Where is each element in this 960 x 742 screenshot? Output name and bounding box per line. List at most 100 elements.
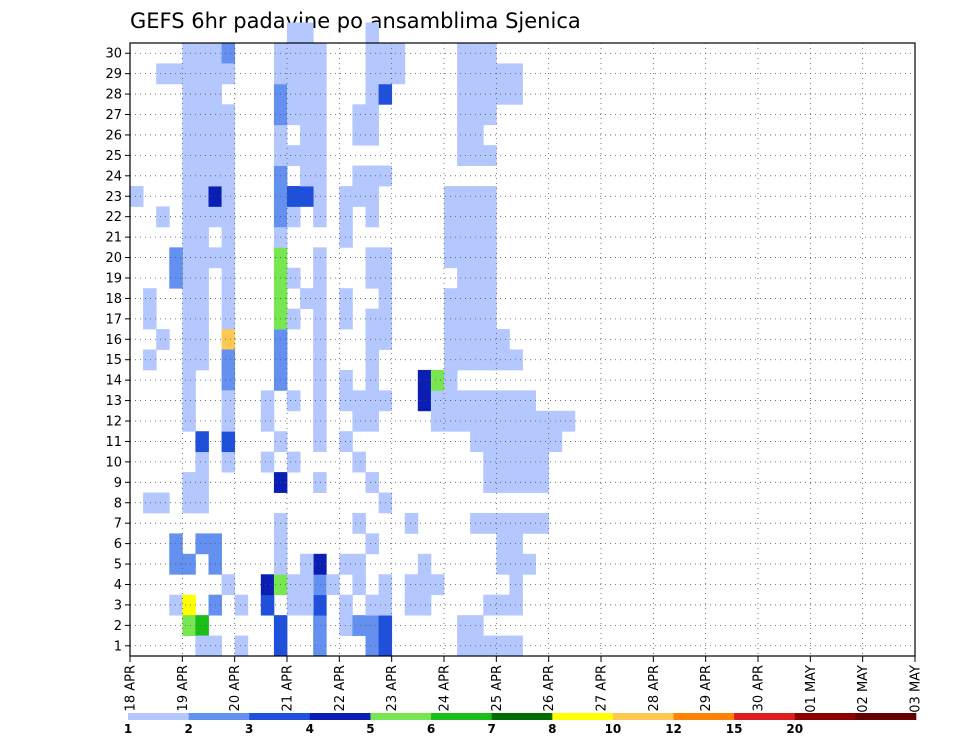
cell-131 [182, 186, 196, 207]
cell-312 [470, 349, 484, 371]
cell-218 [365, 186, 379, 207]
cell-326 [457, 288, 471, 310]
x-tick-1: 19 APR [176, 665, 191, 711]
x-tick-7: 25 APR [490, 665, 505, 711]
cell-279 [509, 472, 523, 493]
cell-213 [365, 267, 379, 289]
cell-231 [300, 104, 314, 126]
cell-251 [430, 369, 445, 391]
cell-140 [195, 615, 209, 636]
cell-178 [352, 451, 366, 473]
cell-78 [195, 267, 209, 289]
cell-208 [365, 329, 379, 350]
cell-259 [496, 635, 510, 657]
cell-46 [313, 247, 327, 269]
legend-swatch-10 [734, 713, 796, 720]
cell-139 [182, 615, 196, 636]
x-tick-4: 22 APR [333, 665, 348, 711]
cell-39 [313, 390, 327, 412]
y-tick-26: 26 [105, 128, 122, 143]
cell-2 [260, 594, 275, 616]
cell-335 [483, 247, 497, 269]
cell-38 [313, 410, 327, 432]
cell-137 [182, 63, 196, 85]
cell-36 [313, 472, 327, 493]
cell-292 [535, 431, 550, 453]
legend-swatch-12 [855, 713, 917, 720]
cell-148 [143, 288, 157, 310]
cell-125 [182, 308, 196, 330]
cell-291 [522, 431, 536, 453]
cell-247 [430, 574, 445, 596]
cell-242 [404, 512, 419, 534]
cell-37 [313, 431, 327, 453]
cell-75 [195, 329, 209, 350]
cell-282 [535, 451, 550, 473]
y-tick-14: 14 [105, 374, 122, 389]
cell-331 [483, 267, 497, 289]
cell-320 [496, 329, 510, 350]
cell-188 [339, 186, 353, 207]
cell-52 [313, 104, 327, 126]
cell-185 [339, 288, 353, 310]
cell-296 [483, 410, 497, 432]
legend-label-3: 4 [306, 722, 314, 736]
x-axis: 18 APR 19 APR 20 APR 21 APR 22 APR 23 APR 24 A… [124, 656, 924, 713]
cell-176 [352, 615, 366, 636]
cell-234 [300, 63, 314, 85]
cell-89 [195, 43, 209, 64]
cell-118 [182, 492, 196, 514]
cell-319 [483, 329, 497, 350]
cell-65 [221, 574, 236, 596]
y-axis: 1234567891011121314151617181920212223242… [105, 47, 130, 654]
cell-166 [287, 186, 301, 207]
plot-frame [129, 42, 916, 657]
cell-249 [430, 390, 445, 412]
cell-9 [260, 451, 275, 473]
cell-222 [365, 104, 379, 126]
cell-135 [182, 104, 196, 126]
cell-128 [182, 247, 196, 269]
legend-swatch-4 [370, 713, 432, 720]
cell-360 [470, 63, 484, 85]
cell-235 [300, 43, 314, 64]
cell-181 [352, 390, 366, 412]
cell-298 [509, 410, 523, 432]
cell-122 [182, 369, 196, 391]
cell-61 [221, 410, 236, 432]
cell-263 [496, 594, 510, 616]
cell-101 [221, 63, 236, 85]
x-tick-12: 30 APR [752, 665, 767, 711]
x-tick-15: 03 MAY [909, 665, 924, 713]
cell-256 [470, 635, 484, 657]
cell-41 [313, 349, 327, 371]
x-tick-0: 18 APR [124, 665, 139, 711]
cell-119 [182, 472, 196, 493]
cell-257 [470, 615, 484, 636]
cell-318 [470, 329, 484, 350]
cell-338 [470, 226, 484, 248]
cell-43 [313, 308, 327, 330]
cell-192 [352, 104, 366, 126]
y-tick-29: 29 [105, 67, 122, 82]
x-tick-8: 26 APR [542, 665, 557, 711]
cell-130 [182, 206, 196, 228]
cell-40 [313, 369, 327, 391]
cell-246 [417, 553, 432, 575]
cell-323 [470, 308, 484, 330]
cell-206 [365, 369, 379, 391]
cell-250 [417, 369, 432, 391]
cell-72 [195, 451, 209, 473]
y-tick-10: 10 [105, 455, 122, 470]
y-tick-22: 22 [105, 210, 122, 225]
legend-swatch-7 [552, 713, 614, 720]
cell-353 [457, 104, 471, 126]
cell-230 [287, 104, 301, 126]
cell-143 [143, 492, 157, 514]
x-tick-6: 24 APR [438, 665, 453, 711]
cell-356 [457, 83, 471, 105]
y-tick-3: 3 [114, 598, 122, 613]
x-tick-3: 21 APR [281, 665, 296, 711]
cell-270 [509, 533, 523, 555]
